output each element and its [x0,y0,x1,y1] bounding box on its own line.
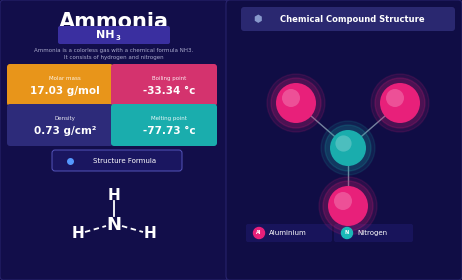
Text: Ammonia: Ammonia [59,12,169,32]
Text: Boiling point: Boiling point [152,76,186,81]
Circle shape [323,181,373,231]
Text: H: H [72,225,85,241]
Circle shape [380,83,420,123]
FancyBboxPatch shape [246,224,332,242]
Circle shape [341,227,353,239]
Text: NH: NH [96,30,114,40]
Circle shape [328,186,368,226]
Circle shape [375,78,425,128]
Text: It consists of hydrogen and nitrogen: It consists of hydrogen and nitrogen [64,55,164,60]
Circle shape [254,227,265,239]
FancyBboxPatch shape [7,64,113,106]
FancyBboxPatch shape [0,0,228,280]
FancyBboxPatch shape [111,104,217,146]
Text: Melting point: Melting point [151,116,187,120]
Circle shape [386,89,404,107]
FancyBboxPatch shape [241,7,455,31]
FancyBboxPatch shape [7,104,113,146]
Circle shape [371,74,429,132]
Circle shape [282,89,300,107]
FancyBboxPatch shape [226,0,462,280]
Text: 0.73 g/cm²: 0.73 g/cm² [34,126,96,136]
Text: 3: 3 [116,35,121,41]
Text: Density: Density [55,116,75,120]
Text: Chemical Compound Structure: Chemical Compound Structure [280,15,424,24]
Text: Nitrogen: Nitrogen [357,230,387,236]
Text: H: H [144,225,156,241]
FancyBboxPatch shape [58,26,170,44]
Text: N: N [345,230,349,235]
Circle shape [325,125,371,171]
Text: 17.03 g/mol: 17.03 g/mol [30,86,100,96]
Circle shape [271,78,321,128]
FancyBboxPatch shape [52,150,182,171]
FancyBboxPatch shape [111,64,217,106]
Circle shape [319,177,377,235]
Text: N: N [107,216,122,234]
FancyBboxPatch shape [334,224,413,242]
Text: -77.73 °c: -77.73 °c [143,126,195,136]
Circle shape [321,121,375,175]
Circle shape [334,192,352,210]
Text: Aluminium: Aluminium [269,230,307,236]
Text: ⬢: ⬢ [254,14,262,24]
Text: H: H [108,188,121,204]
Circle shape [330,130,366,166]
Text: -33.34 °c: -33.34 °c [143,86,195,96]
Text: Molar mass: Molar mass [49,76,81,81]
Circle shape [335,136,352,151]
Text: Ammonia is a colorless gas with a chemical formula NH3.: Ammonia is a colorless gas with a chemic… [34,48,194,53]
Text: Al: Al [256,230,261,235]
Circle shape [267,74,325,132]
Text: Structure Formula: Structure Formula [93,158,157,164]
Circle shape [276,83,316,123]
